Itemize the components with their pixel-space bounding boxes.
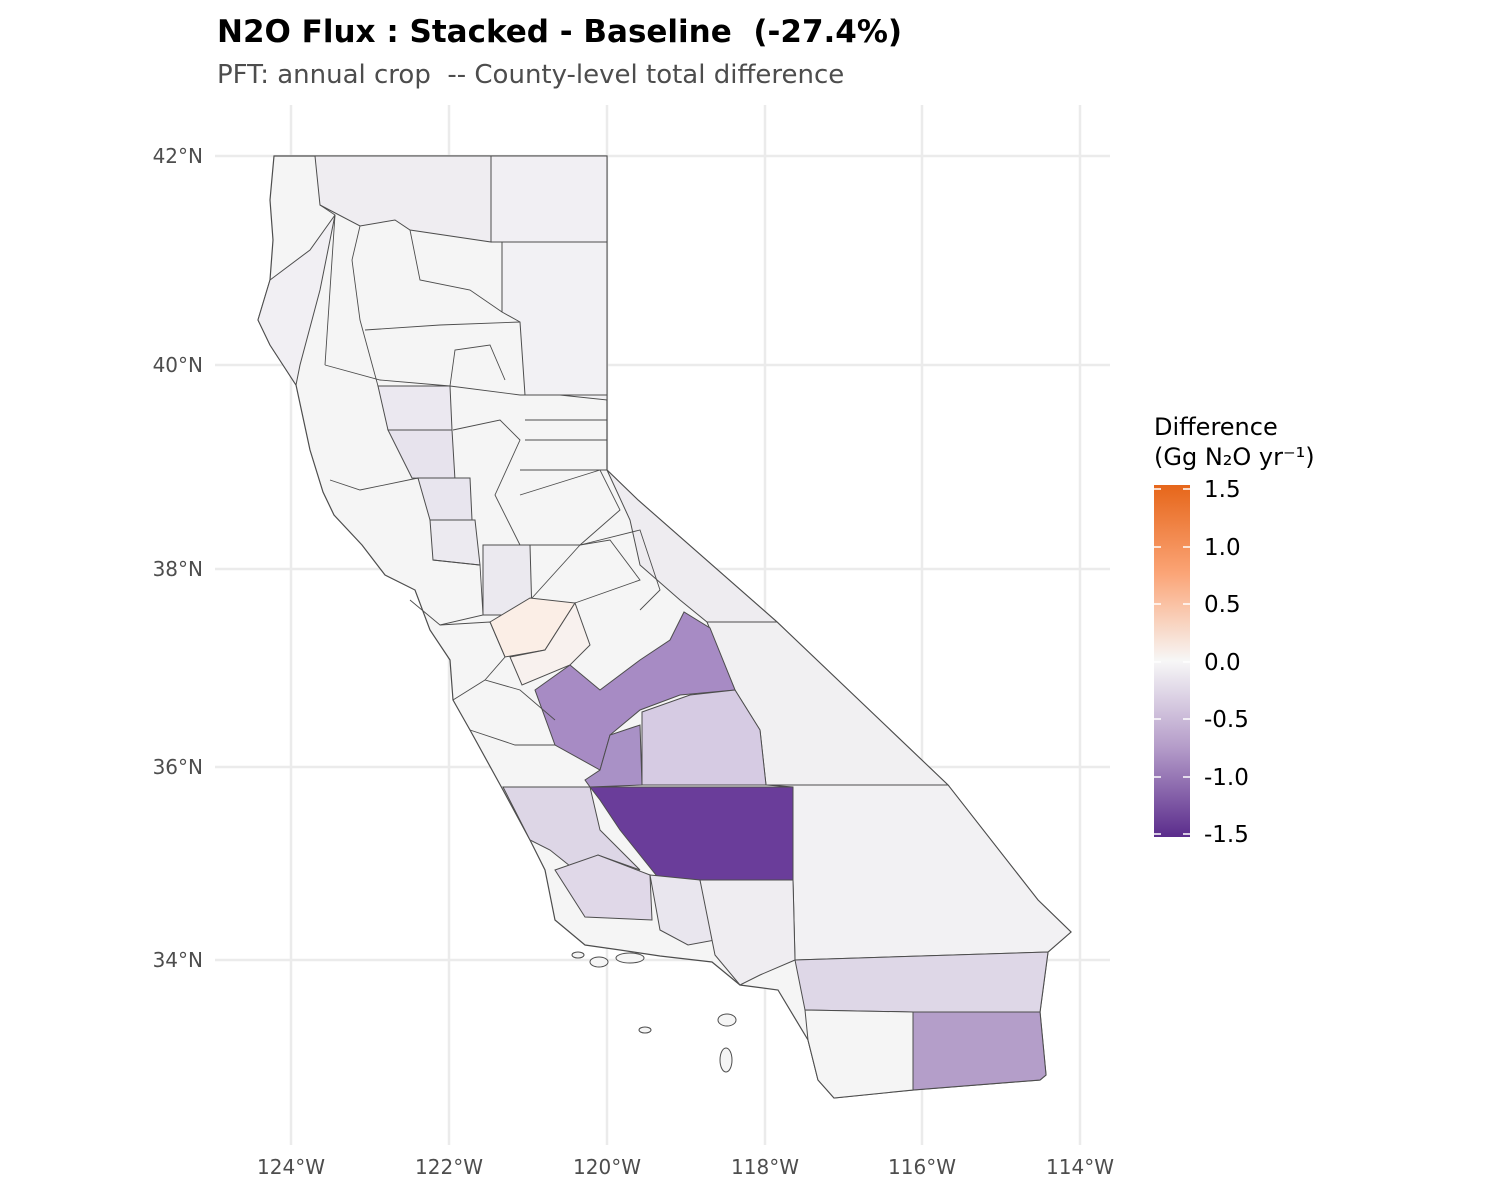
legend-label: -1.0 — [1204, 765, 1249, 791]
county-boundaries — [319, 204, 661, 746]
county-colusa — [377, 385, 453, 431]
x-tick-label: 124°W — [257, 1155, 325, 1179]
legend-label: 0.0 — [1204, 650, 1241, 676]
legend-label: -0.5 — [1204, 707, 1249, 733]
county-modoc — [490, 155, 608, 243]
channel-islands — [571, 951, 737, 1073]
legend-label: 0.5 — [1204, 592, 1241, 618]
chart-title: N2O Flux : Stacked - Baseline (-27.4%) — [217, 14, 903, 50]
x-tick-label: 114°W — [1046, 1155, 1114, 1179]
county-yolo — [429, 519, 481, 566]
legend-colorbar: 1.5 1.0 0.5 0.0 -0.5 -1.0 -1.5 — [1154, 477, 1249, 848]
county-riverside — [794, 951, 1049, 1013]
county-mono — [606, 469, 779, 623]
legend-title-line1: Difference — [1154, 413, 1278, 441]
legend-title: Difference (Gg N₂O yr⁻¹) — [1154, 412, 1315, 472]
y-tick-label: 42°N — [153, 144, 203, 168]
legend-title-line2: (Gg N₂O yr⁻¹) — [1154, 443, 1315, 471]
x-axis-labels: 124°W 122°W 120°W 118°W 116°W 114°W — [257, 1155, 1114, 1179]
county-losangeles — [699, 879, 796, 986]
y-tick-label: 40°N — [153, 353, 203, 377]
x-tick-label: 122°W — [415, 1155, 483, 1179]
chart-subtitle: PFT: annual crop -- County-level total d… — [217, 60, 845, 90]
county-sanbernardino — [765, 784, 1072, 961]
y-axis-labels: 42°N 40°N 38°N 36°N 34°N — [153, 144, 203, 972]
x-tick-label: 118°W — [731, 1155, 799, 1179]
county-imperial — [912, 1011, 1047, 1091]
y-tick-label: 38°N — [153, 557, 203, 581]
county-ventura — [649, 874, 716, 946]
y-tick-label: 34°N — [153, 948, 203, 972]
x-tick-label: 116°W — [888, 1155, 956, 1179]
county-humboldt — [257, 214, 336, 387]
y-tick-label: 36°N — [153, 755, 203, 779]
x-tick-label: 120°W — [573, 1155, 641, 1179]
county-santabarbara — [554, 854, 653, 921]
county-tulare — [641, 689, 767, 786]
county-fills — [257, 155, 1072, 1099]
county-sandiego — [804, 1009, 914, 1099]
colorbar-gradient — [1154, 485, 1190, 837]
legend-label: -1.5 — [1204, 822, 1249, 848]
legend-label: 1.5 — [1204, 477, 1241, 503]
legend-label: 1.0 — [1204, 535, 1241, 561]
colorbar-ticks — [1154, 488, 1190, 835]
